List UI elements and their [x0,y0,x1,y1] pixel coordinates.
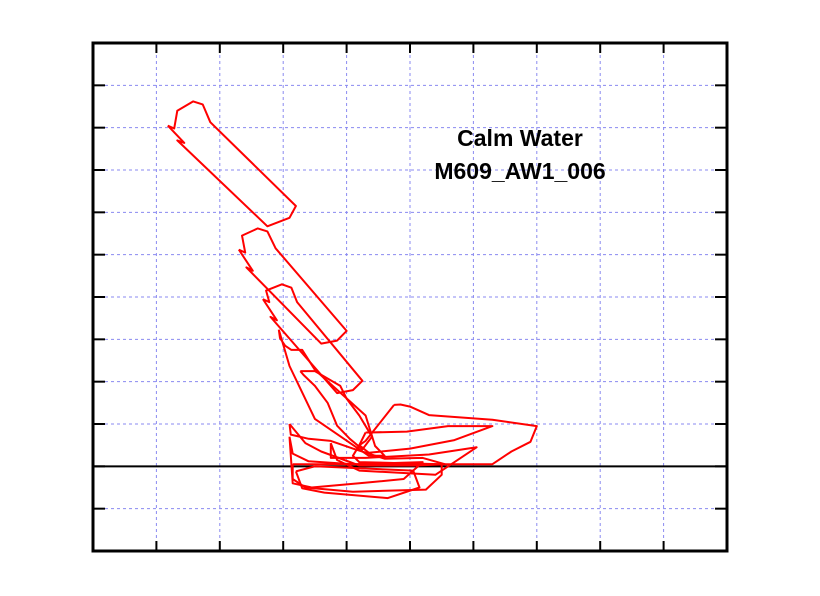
hull-outline-11 [358,425,494,454]
hull-outline-5 [299,370,373,451]
hull-outline-1 [167,100,297,228]
axis-ticks [92,42,728,552]
hull-outline-8 [291,463,443,493]
hull-outlines [167,100,538,500]
grid-lines [93,43,727,551]
hull-outline-9 [294,465,421,500]
hull-outline-2 [237,227,348,345]
hull-outline-10 [329,442,478,476]
hull-outline-6 [288,423,446,467]
chart-title: Calm Water [457,125,583,151]
hull-outline-3 [262,283,364,395]
chart-subtitle: M609_AW1_006 [434,158,605,184]
hull-outline-12 [351,403,538,466]
hull-outline-4 [277,329,386,457]
